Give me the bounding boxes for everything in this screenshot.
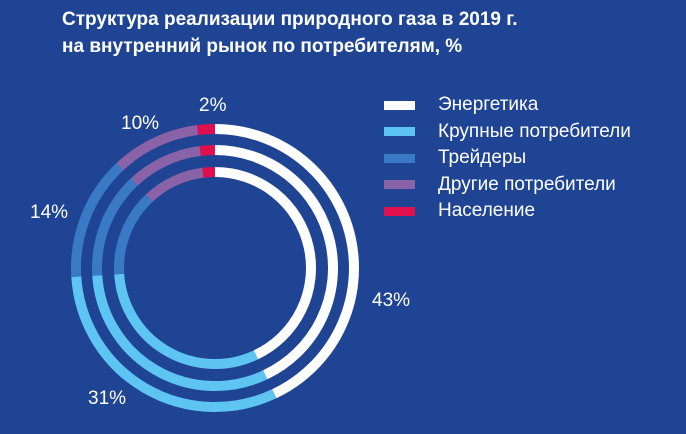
legend-swatch-large-consumers bbox=[384, 127, 415, 137]
ring-1-segment-other-consumers bbox=[116, 125, 199, 171]
ring-1-segment-energy bbox=[214, 124, 359, 399]
legend-label-energy: Энергетика bbox=[438, 94, 539, 116]
legend-item-traders: Трейдеры bbox=[384, 145, 631, 172]
ring-3-segment-population bbox=[202, 167, 216, 178]
legend: Энергетика Крупные потребители Трейдеры … bbox=[384, 92, 631, 225]
ring-3-segment-large-consumers bbox=[114, 273, 258, 369]
value-label-large-consumers: 31% bbox=[88, 388, 127, 409]
legend-item-population: Население bbox=[384, 198, 631, 225]
legend-item-energy: Энергетика bbox=[384, 92, 631, 119]
chart-title-line-1: Структура реализации природного газа в 2… bbox=[62, 9, 518, 30]
ring-3-segment-traders bbox=[114, 194, 153, 275]
chart-title: Структура реализации природного газа в 2… bbox=[62, 6, 518, 60]
ring-2-segment-traders bbox=[92, 178, 138, 276]
legend-label-large-consumers: Крупные потребители bbox=[438, 120, 631, 142]
ring-2-segment-other-consumers bbox=[130, 145, 201, 186]
value-label-other-consumers: 10% bbox=[121, 113, 160, 134]
value-label-population: 2% bbox=[199, 95, 227, 116]
legend-item-large-consumers: Крупные потребители bbox=[384, 119, 631, 146]
ring-2-segment-energy bbox=[214, 145, 338, 380]
ring-3-segment-other-consumers bbox=[145, 167, 204, 202]
legend-label-traders: Трейдеры bbox=[438, 147, 527, 169]
ring-2-segment-population bbox=[199, 145, 216, 156]
legend-swatch-traders bbox=[384, 153, 415, 163]
ring-2-segment-large-consumers bbox=[92, 275, 268, 391]
legend-swatch-population bbox=[384, 206, 415, 216]
ring-1-segment-population bbox=[196, 124, 216, 136]
ring-1-segment-traders bbox=[71, 163, 124, 278]
ring-1-segment-large-consumers bbox=[71, 276, 277, 412]
ring-3-segment-energy bbox=[214, 167, 316, 360]
legend-swatch-other-consumers bbox=[384, 180, 415, 190]
legend-label-other-consumers: Другие потребители bbox=[438, 173, 616, 195]
legend-swatch-energy bbox=[384, 100, 415, 110]
legend-label-population: Население bbox=[438, 200, 536, 222]
legend-item-other-consumers: Другие потребители bbox=[384, 172, 631, 199]
value-label-traders: 14% bbox=[30, 202, 69, 223]
chart-title-line-2: на внутренний рынок по потребителям, % bbox=[62, 36, 463, 57]
value-label-energy: 43% bbox=[372, 290, 411, 311]
